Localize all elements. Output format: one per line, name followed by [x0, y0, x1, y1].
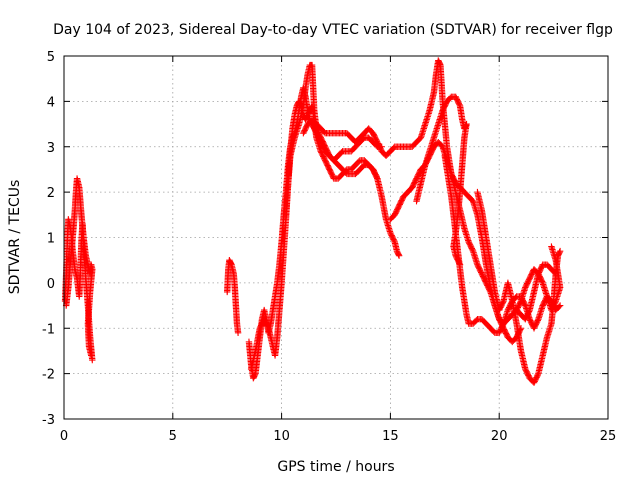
y-tick-label: 0 — [47, 277, 55, 292]
data-point — [374, 175, 381, 182]
data-point — [555, 303, 563, 310]
x-tick-label: 5 — [169, 429, 177, 444]
chart-title: Day 104 of 2023, Sidereal Day-to-day VTE… — [53, 22, 613, 38]
data-point — [534, 371, 541, 379]
x-axis-label: GPS time / hours — [277, 459, 394, 475]
data-point — [89, 356, 96, 364]
data-point — [88, 352, 95, 359]
series-trace-13 — [513, 243, 564, 314]
y-tick-label: -3 — [42, 413, 55, 428]
y-tick-label: -2 — [42, 368, 55, 383]
data-point — [373, 174, 380, 181]
x-tick-label: 20 — [491, 429, 508, 444]
series-trace-12 — [474, 188, 564, 386]
data-point — [264, 323, 272, 331]
data-point — [538, 278, 546, 285]
y-axis-label: SDTVAR / TECUs — [7, 180, 23, 295]
data-point — [534, 317, 541, 324]
x-tick-label: 15 — [382, 429, 399, 444]
y-tick-label: 3 — [47, 141, 55, 156]
data-point — [521, 301, 528, 308]
data-point — [469, 246, 476, 254]
y-tick-label: 5 — [47, 50, 55, 65]
data-point — [556, 247, 564, 255]
y-tick-label: -1 — [42, 322, 55, 337]
series-trace-7 — [300, 116, 394, 160]
y-tick-label: 4 — [47, 95, 55, 110]
data-point — [456, 101, 463, 108]
data-point — [234, 329, 242, 336]
series-trace-10 — [413, 93, 470, 268]
grid — [64, 56, 608, 419]
y-tick-label: 2 — [47, 186, 55, 201]
data-point — [551, 299, 559, 306]
data-point — [499, 299, 507, 306]
data-point — [517, 299, 524, 306]
data-point — [395, 252, 403, 259]
axis-ticks: 0 5 10 15 20 25 -3 -2 -1 0 1 2 3 4 5 — [42, 50, 616, 444]
data-point — [548, 243, 555, 250]
data-point — [499, 321, 507, 329]
series-trace-6 — [282, 61, 385, 219]
series-trace-3 — [224, 256, 242, 336]
plot-frame — [63, 55, 609, 420]
series-trace-2 — [62, 175, 96, 359]
data-point — [556, 302, 564, 309]
x-tick-label: 25 — [600, 429, 617, 444]
y-tick-label: 1 — [47, 232, 55, 247]
data-point — [390, 237, 398, 244]
x-tick-label: 10 — [273, 429, 290, 444]
data-points — [61, 57, 564, 386]
x-tick-label: 0 — [60, 429, 68, 444]
